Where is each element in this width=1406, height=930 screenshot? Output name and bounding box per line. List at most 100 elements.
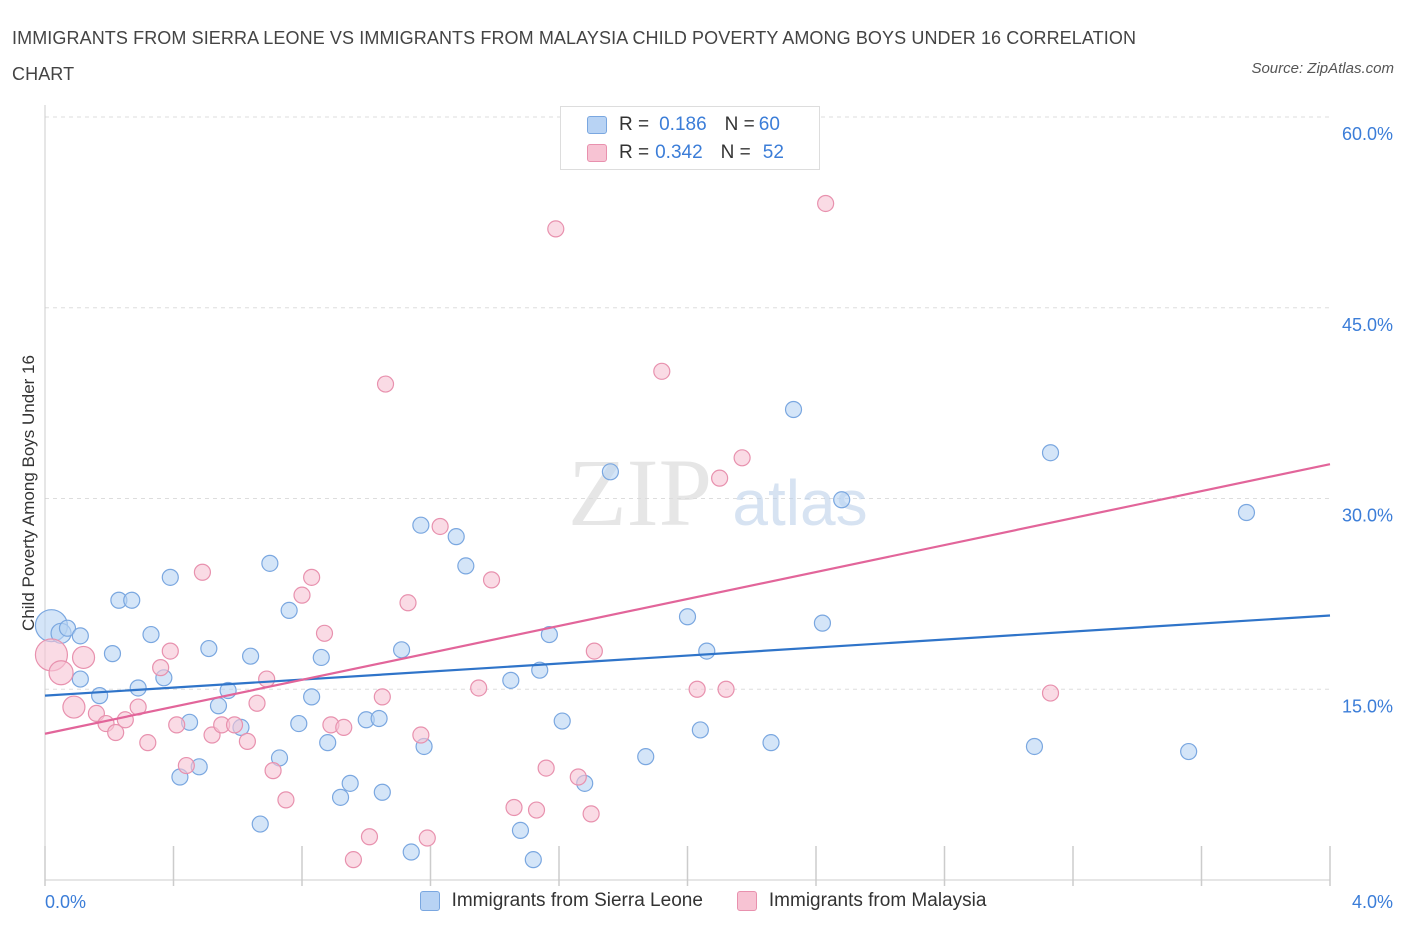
sierra-leone-point: [813, 614, 832, 632]
sierra-leone-point: [392, 641, 411, 659]
tick-labels: 15.0% 30.0% 45.0% 60.0% 0.0% 4.0%: [45, 124, 1393, 912]
malaysia-point: [688, 680, 706, 698]
malaysia-point: [399, 594, 417, 612]
y-tick-label: 60.0%: [1342, 124, 1393, 144]
sierra-leone-point: [312, 648, 330, 667]
legend-r-value: 0.342: [655, 142, 703, 163]
malaysia-point: [344, 851, 362, 869]
malaysia-point: [277, 791, 295, 809]
legend-n-value: 52: [762, 142, 784, 163]
malaysia-point: [238, 732, 256, 750]
legend-row-malaysia: R = 0.342 N = 52: [587, 141, 784, 165]
sierra-leone-point: [833, 491, 851, 509]
sierra-leone-point: [1237, 503, 1256, 522]
malaysia-point: [537, 759, 555, 777]
legend-swatch-blue: [419, 891, 440, 911]
sierra-leone-point: [161, 568, 179, 586]
sierra-leone-point: [71, 627, 89, 645]
malaysia-point: [62, 695, 86, 719]
malaysia-point: [470, 679, 488, 697]
malaysia-point: [482, 571, 501, 589]
malaysia-point: [585, 642, 603, 660]
legend-row-sierra-leone: R = 0.186 N = 60: [587, 113, 780, 137]
series-sierra-leone-points: [34, 400, 1256, 869]
legend-swatch-blue: [587, 116, 607, 134]
sierra-leone-point: [553, 712, 571, 730]
grid-lines: [45, 116, 1330, 690]
malaysia-point: [303, 568, 321, 586]
malaysia-point: [711, 469, 729, 487]
series-legend: Immigrants from Sierra Leone Immigrants …: [0, 890, 1406, 912]
malaysia-point: [412, 726, 430, 744]
sierra-leone-point: [370, 709, 388, 728]
sierra-leone-point: [691, 721, 709, 739]
sierra-leone-point: [1180, 742, 1198, 761]
sierra-leone-point: [129, 679, 147, 697]
sierra-leone-point: [242, 647, 260, 665]
malaysia-point: [71, 645, 96, 670]
legend-n-label: N =: [720, 142, 751, 163]
legend-swatch-pink: [736, 891, 757, 911]
sierra-leone-point: [784, 400, 803, 419]
legend-r-value: 0.186: [659, 114, 707, 135]
sierra-leone-point: [123, 591, 141, 609]
watermark-zip: ZIP: [568, 439, 712, 546]
legend-r-label: R =: [619, 142, 650, 163]
series-malaysia-points: [34, 194, 1060, 869]
malaysia-point: [335, 718, 353, 737]
legend-n-value: 60: [758, 114, 780, 135]
malaysia-point: [315, 624, 334, 642]
malaysia-point: [547, 220, 565, 238]
sierra-leone-point: [1025, 737, 1044, 756]
sierra-leone-point: [209, 697, 228, 715]
malaysia-point: [258, 670, 276, 688]
legend-item-malaysia[interactable]: Immigrants from Malaysia: [736, 890, 987, 912]
malaysia-point: [1041, 684, 1060, 702]
legend-n-label: N =: [724, 114, 755, 135]
sierra-leone-point: [103, 645, 122, 663]
sierra-leone-point: [290, 714, 308, 733]
sierra-leone-point: [319, 734, 337, 752]
malaysia-point: [733, 449, 751, 467]
legend-label-sierra-leone: Immigrants from Sierra Leone: [451, 890, 703, 911]
sierra-leone-point: [280, 601, 298, 620]
legend-label-malaysia: Immigrants from Malaysia: [768, 890, 987, 911]
legend-swatch-pink: [587, 144, 607, 162]
sierra-leone-point: [511, 821, 530, 840]
sierra-leone-point: [457, 557, 475, 575]
sierra-leone-point: [91, 687, 109, 705]
malaysia-point: [582, 805, 600, 823]
sierra-leone-point: [531, 661, 549, 679]
sierra-leone-point: [637, 748, 655, 766]
trend-lines: [44, 463, 1331, 735]
legend-item-sierra-leone[interactable]: Immigrants from Sierra Leone: [419, 890, 703, 912]
sierra-leone-point: [678, 608, 697, 626]
malaysia-point: [168, 716, 186, 734]
malaysia-point: [527, 801, 546, 819]
malaysia-point: [373, 688, 391, 706]
sierra-leone-point: [331, 788, 350, 806]
malaysia-point: [418, 829, 436, 847]
correlation-legend: R = 0.186 N = 60 R = 0.342 N = 52: [560, 106, 820, 170]
y-tick-label: 15.0%: [1342, 696, 1393, 716]
malaysia-point: [653, 362, 671, 380]
sierra-leone-point: [341, 774, 359, 792]
sierra-leone-point: [412, 516, 430, 534]
y-tick-label: 45.0%: [1342, 315, 1393, 335]
malaysia-point: [505, 798, 523, 817]
y-tick-label: 30.0%: [1342, 506, 1393, 526]
malaysia-point: [376, 375, 395, 393]
malaysia-point: [264, 762, 282, 780]
chart-title: IMMIGRANTS FROM SIERRA LEONE VS IMMIGRAN…: [12, 28, 1137, 84]
malaysia-point: [116, 711, 134, 729]
sierra-leone-point: [1041, 444, 1060, 462]
y-axis-label: Child Poverty Among Boys Under 16: [19, 355, 38, 631]
legend-r-label: R =: [619, 114, 650, 135]
sierra-leone-point: [251, 815, 269, 833]
malaysia-point: [152, 659, 170, 677]
malaysia-point: [248, 694, 266, 712]
malaysia-point: [569, 768, 587, 786]
sierra-leone-point: [601, 463, 620, 481]
sierra-leone-point: [540, 625, 558, 644]
